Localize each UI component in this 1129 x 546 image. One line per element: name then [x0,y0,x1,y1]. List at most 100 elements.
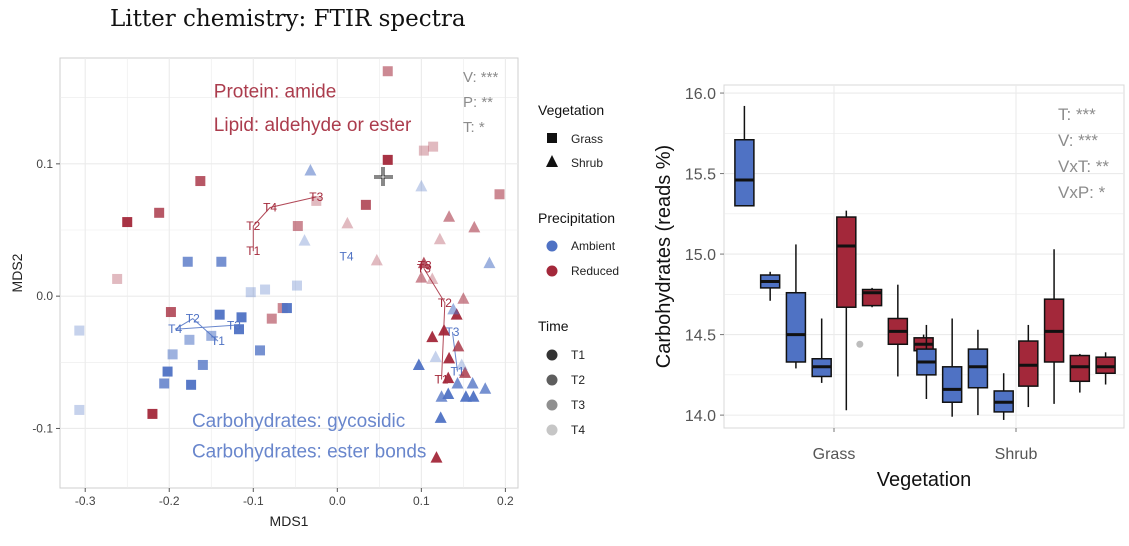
centroid-label: T4 [340,249,354,263]
mds-axes: -0.3 -0.2 -0.1 0.0 0.1 0.2 -0.1 0.0 0.1 MDS1 MDS2 [9,157,514,529]
data-point-square [245,287,256,298]
data-point-square [382,154,393,165]
significance-stat: VxP: * [1058,183,1106,202]
legend-label: T2 [571,373,585,387]
data-point-square [195,176,206,187]
cursor-icon [374,167,393,186]
data-point-square [382,66,393,77]
data-point-triangle [415,179,428,192]
y-axis-title: MDS2 [9,253,25,292]
data-point-square [236,312,247,323]
data-point-triangle [435,390,448,402]
y-tick-label: -0.1 [32,421,53,435]
centroid-label: T2 [186,312,200,326]
centroid-path [252,196,317,252]
data-point-triangle [452,339,465,352]
data-point-triangle [412,358,425,370]
boxplot-annotations: T: *** V: *** VxT: ** VxP: * [1058,105,1109,202]
data-point-square [74,325,85,336]
data-point-triangle [447,302,460,315]
legend-label: T4 [571,423,585,437]
data-point-triangle [443,351,456,364]
legend-title-precipitation: Precipitation [538,210,615,226]
data-point-triangle [466,376,479,389]
data-point-triangle [370,253,383,266]
significance-stat: T: * [463,119,485,136]
mds-legend: Vegetation Grass Shrub Precipitation Ambient… [538,102,619,437]
x-tick-label: Shrub [995,446,1038,463]
data-point-square [167,349,178,360]
x-tick-label: 0.2 [497,494,514,508]
mds-gridlines [60,58,518,488]
data-point-square [154,207,165,218]
cursor-crosshair-inner [374,167,393,186]
data-point-triangle [467,390,480,402]
legend-key-time [546,349,558,361]
data-point-triangle [433,232,446,245]
boxplot-boxes [734,105,1116,420]
x-tick-label: -0.1 [243,494,264,508]
x-tick-label: 0.0 [329,494,346,508]
mds-annotations: Protein: amide Lipid: aldehyde or ester Ca… [192,69,499,463]
significance-stat: V: *** [463,69,498,86]
data-point-triangle [443,210,456,222]
significance-stat: V: *** [1058,131,1098,150]
legend-key-ambient [546,240,558,252]
centroid-path [451,331,458,372]
y-tick-label: 0.0 [36,289,53,303]
legend-label: T1 [571,348,585,362]
data-point-square [112,273,123,284]
data-point-triangle [438,324,451,336]
box-iqr [836,216,857,308]
data-point-square [159,378,170,389]
legend-key-time [546,424,558,436]
data-point-square [147,408,158,419]
data-point-triangle [415,271,428,283]
y-tick-label: 0.1 [36,157,53,171]
data-point-square [260,284,271,295]
data-point-triangle [483,256,496,269]
data-point-triangle [451,376,464,389]
data-point-square [214,309,225,320]
x-tick-label: Grass [813,446,856,463]
data-point-square [311,195,322,206]
y-tick-label: 15.5 [685,167,716,184]
slide-title: Litter chemistry: FTIR spectra [110,6,466,32]
legend-key-time [546,374,558,386]
data-point-triangle [459,366,472,378]
data-point-square [494,189,505,200]
data-point-triangle [426,272,439,284]
box-iqr [785,291,807,363]
y-tick-label: 15.0 [685,247,716,264]
significance-stat: P: ** [463,94,493,111]
centroid-path [423,268,446,380]
y-tick-label: 14.0 [685,408,716,425]
data-point-triangle [341,216,354,229]
data-point-square [122,217,133,228]
data-point-square [292,221,303,232]
legend-title-time: Time [538,318,569,334]
y-axis-title: Carbohydrates (reads %) [653,145,675,368]
legend-label: Ambient [571,239,616,253]
x-axis-title: MDS1 [270,513,309,529]
data-point-triangle [455,358,468,370]
legend-label: T3 [571,398,585,412]
legend-key-square [547,133,557,143]
data-point-triangle [459,390,472,402]
data-point-triangle [442,371,455,384]
box-iqr [941,366,963,403]
legend-key-reduced [546,265,558,277]
x-axis-title: Vegetation [877,469,972,491]
data-point-square [255,345,266,356]
centroid-label: T4 [263,201,277,215]
data-point-triangle [417,256,430,269]
annotation-text: Carbohydrates: ester bonds [192,442,426,463]
box-iqr [967,348,989,389]
centroid-label: T2 [438,296,452,310]
centroid-path [174,318,234,342]
box-iqr [1095,356,1116,374]
annotation-text: Lipid: aldehyde or ester [214,115,412,136]
data-point-square [165,307,176,318]
y-tick-label: 14.5 [685,328,716,345]
